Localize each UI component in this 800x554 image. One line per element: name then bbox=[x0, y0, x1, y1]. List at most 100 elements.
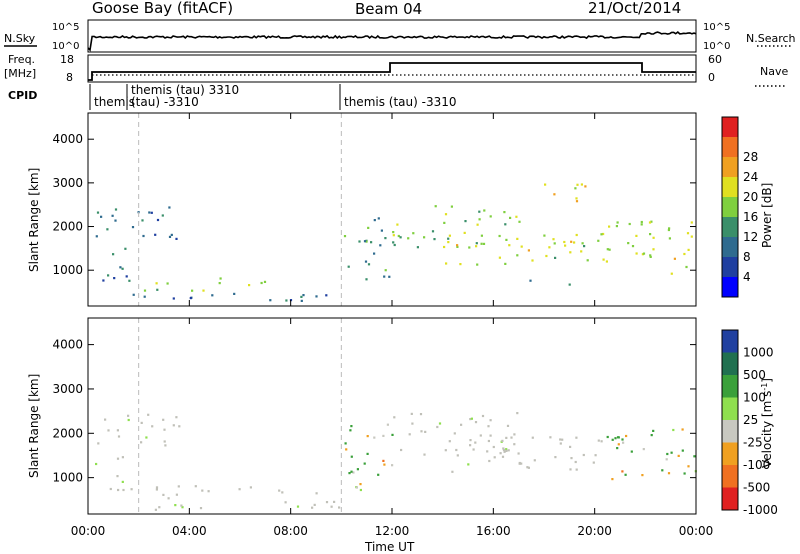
scatter-cell-0-12 bbox=[156, 218, 160, 222]
colorbar-tick: -1000 bbox=[743, 503, 778, 517]
scatter-cell-6-3 bbox=[597, 239, 600, 242]
scatter-cell-5-22 bbox=[503, 211, 506, 214]
scatter-cell-0-24 bbox=[145, 436, 148, 439]
colorbar-segment bbox=[722, 137, 738, 157]
scatter-cell-3-12 bbox=[344, 442, 347, 445]
scatter-cell-4-17 bbox=[365, 240, 368, 243]
scatter-cell-5-4 bbox=[559, 442, 562, 445]
scatter-cell-5-26 bbox=[505, 238, 508, 241]
colorbar-segment bbox=[722, 465, 738, 488]
freq-label-1: Freq. bbox=[8, 53, 35, 66]
colorbar-segment bbox=[722, 375, 738, 398]
scatter-cell-6-12 bbox=[468, 246, 471, 249]
scatter-cell-9-46 bbox=[673, 257, 676, 260]
colorbar-tick: 12 bbox=[743, 230, 758, 244]
scatter-cell-6-5 bbox=[573, 241, 576, 244]
scatter-cell-3-14 bbox=[166, 282, 169, 285]
scatter-cell-3-0 bbox=[218, 282, 221, 285]
power-colorbar: 4 8 12 16 20 24 28 bbox=[721, 116, 758, 298]
scatter-cell-6-13 bbox=[459, 263, 462, 266]
scatter-cell-2-12 bbox=[333, 500, 336, 503]
scatter-cell-7-11 bbox=[625, 434, 628, 438]
scatter-cell-0-0 bbox=[147, 413, 150, 416]
scatter-cell-5-25 bbox=[474, 441, 477, 444]
sky-tick-bottom: 10^0 bbox=[52, 41, 79, 52]
scatter-cell-7-3 bbox=[580, 183, 583, 186]
scatter-cell-4-7 bbox=[448, 440, 451, 443]
colorbar-segment bbox=[722, 277, 738, 297]
cpid-entry-1: themis bbox=[94, 95, 135, 109]
scatter-cell-4-2 bbox=[373, 219, 376, 222]
scatter-cell-3-19 bbox=[263, 280, 267, 283]
colorbar-tick: 1000 bbox=[743, 346, 774, 360]
colorbar-segment bbox=[722, 197, 738, 217]
scatter-cell-6-55 bbox=[581, 242, 584, 245]
scatter-cell-0-5 bbox=[178, 425, 181, 428]
scatter-cell-6-52 bbox=[570, 240, 573, 243]
scatter-cell-7-4 bbox=[576, 183, 579, 186]
scatter-cell-5-13 bbox=[483, 209, 486, 212]
colorbar-segment bbox=[722, 177, 738, 197]
scatter-cell-7-3 bbox=[611, 438, 614, 441]
scatter-cell-3-3 bbox=[348, 472, 351, 475]
scatter-cell-6-1 bbox=[602, 258, 605, 261]
y-tick-label: 4000 bbox=[52, 132, 83, 146]
scatter-cell-4-43 bbox=[469, 439, 472, 442]
scatter-cell-4-5 bbox=[343, 235, 347, 238]
scatter-cell-4-36 bbox=[384, 237, 387, 240]
y-tick-label: 2000 bbox=[52, 220, 83, 234]
scatter-cell-2-0 bbox=[330, 505, 333, 508]
scatter-cell-9-24 bbox=[608, 225, 611, 228]
scatter-cell-2-21 bbox=[189, 297, 192, 300]
scatter-cell-9-40 bbox=[652, 248, 655, 251]
freq-tick-bottom: 8 bbox=[66, 71, 73, 84]
scatter-cell-2-46 bbox=[238, 488, 241, 491]
scatter-cell-3-23 bbox=[382, 434, 385, 437]
scatter-cell-5-33 bbox=[480, 242, 483, 245]
scatter-cell-5-11 bbox=[574, 460, 577, 464]
scatter-cell-2-5 bbox=[285, 299, 288, 302]
scatter-cell-7-39 bbox=[667, 472, 671, 475]
scatter-cell-0-2 bbox=[114, 208, 118, 211]
scatter-cell-2-49 bbox=[199, 507, 203, 510]
scatter-cell-4-33 bbox=[380, 229, 383, 232]
scatter-cell-4-2 bbox=[436, 425, 439, 429]
freq-tick-top: 18 bbox=[60, 53, 74, 66]
scatter-cell-3-22 bbox=[355, 486, 358, 489]
scatter-cell-2-13 bbox=[211, 294, 214, 297]
scatter-cell-4-38 bbox=[472, 448, 475, 451]
scatter-cell-4-39 bbox=[486, 450, 489, 453]
velocity-colorbar: 1000 500 100 25 -25 -100 -500 -1000 bbox=[721, 329, 778, 517]
scatter-cell-5-2 bbox=[488, 459, 491, 463]
scatter-cell-2-10 bbox=[325, 501, 329, 504]
y-tick-label: 1000 bbox=[52, 471, 83, 485]
scatter-cell-5-34 bbox=[569, 445, 572, 448]
scatter-cell-7-44 bbox=[616, 447, 619, 450]
nave-tick-top: 60 bbox=[708, 53, 722, 66]
scatter-cell-4-19 bbox=[363, 240, 367, 243]
colorbar-segment bbox=[722, 330, 738, 353]
scatter-cell-0-18 bbox=[150, 211, 153, 214]
scatter-cell-4-5 bbox=[481, 414, 485, 418]
scatter-cell-9-35 bbox=[685, 265, 688, 269]
x-tick-label: 16:00 bbox=[476, 524, 511, 538]
scatter-cell-2-19 bbox=[300, 299, 303, 302]
scatter-cell-5-14 bbox=[569, 468, 572, 471]
scatter-cell-5-16 bbox=[554, 456, 557, 459]
scatter-cell-4-18 bbox=[367, 226, 370, 229]
scatter-cell-5-5 bbox=[475, 242, 478, 245]
scatter-cell-5-17 bbox=[407, 237, 410, 240]
scatter-cell-9-17 bbox=[631, 245, 635, 248]
scatter-cell-9-42 bbox=[687, 248, 690, 251]
scatter-cell-1-9 bbox=[107, 274, 110, 277]
scatter-cell-1-2 bbox=[112, 253, 115, 256]
scatter-cell-5-3 bbox=[412, 232, 415, 235]
scatter-cell-9-14 bbox=[690, 235, 693, 238]
scatter-cell-4-9 bbox=[393, 243, 396, 247]
scatter-cell-4-1 bbox=[384, 269, 387, 272]
scatter-cell-4-28 bbox=[392, 231, 395, 234]
scatter-cell-5-55 bbox=[507, 449, 510, 452]
scatter-cell-6-56 bbox=[516, 237, 519, 240]
scatter-cell-4-26 bbox=[358, 240, 361, 243]
scatter-cell-9-22 bbox=[667, 228, 670, 232]
